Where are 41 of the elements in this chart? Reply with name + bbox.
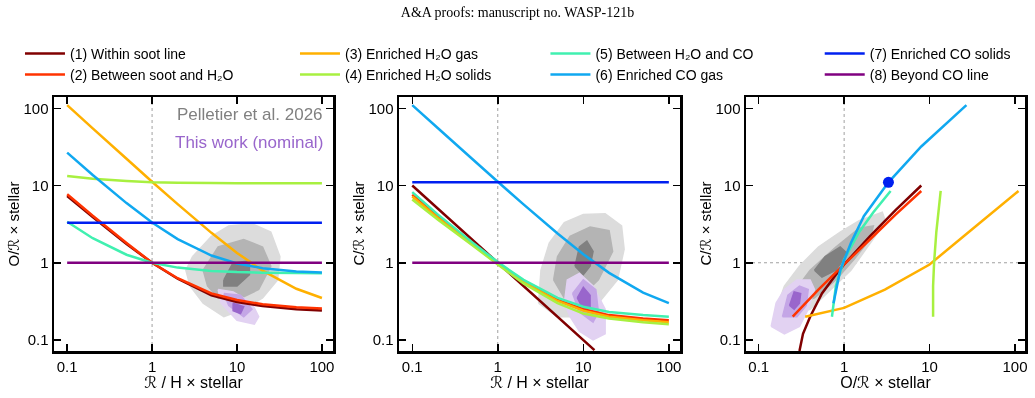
legend-label: (2) Between soot and H₂O (69, 67, 234, 84)
y-tick-label: 1 (385, 254, 394, 271)
y-tick-label: 10 (376, 176, 394, 194)
y-tick-label: 100 (368, 99, 394, 117)
x-axis-title: ℛ / H × stellar (490, 374, 590, 392)
y-tick-label: 100 (715, 99, 741, 117)
y-axis-title: C/ℛ × stellar (696, 181, 714, 266)
x-tick-label: 1 (147, 357, 157, 375)
y-tick-label: 100 (23, 99, 49, 117)
x-tick-label: 10 (574, 357, 592, 375)
y-tick-label: 0.1 (27, 331, 49, 349)
legend-label: (5) Between H₂O and CO (595, 45, 754, 62)
x-axis-title: ℛ / H × stellar (144, 374, 244, 392)
x-tick-label: 0.1 (748, 357, 770, 375)
y-axis-title: C/ℛ × stellar (349, 181, 367, 266)
x-tick-label: 10 (228, 357, 246, 375)
x-tick-label: 100 (309, 357, 335, 375)
text: This work (nominal) (175, 133, 324, 152)
legend-label: (4) Enriched H₂O solids (344, 67, 492, 84)
x-tick-label: 0.1 (401, 357, 423, 375)
x-tick-label: 10 (921, 357, 938, 375)
legend-label: (8) Beyond CO line (869, 67, 989, 84)
y-tick-label: 10 (723, 176, 741, 194)
x-tick-label: 1 (839, 357, 849, 375)
y-tick-label: 1 (732, 254, 741, 271)
x-axis-title: O/ℛ × stellar (840, 374, 932, 392)
y-tick-label: 1 (40, 254, 49, 271)
y-tick-label: 0.1 (372, 331, 394, 349)
x-tick-label: 0.1 (56, 357, 78, 375)
y-axis-title: O/ℛ × stellar (4, 181, 22, 267)
y-tick-label: 10 (31, 176, 49, 194)
x-tick-label: 100 (656, 357, 682, 375)
chart-title: A&A proofs: manuscript no. WASP-121b (400, 4, 635, 20)
legend-label: (6) Enriched CO gas (595, 67, 724, 84)
legend-label: (7) Enriched CO solids (869, 45, 1011, 62)
text: Pelletier et al. 2026 (177, 105, 323, 124)
x-tick-label: 1 (493, 357, 502, 375)
legend-label: (1) Within soot line (69, 45, 187, 62)
x-tick-label: 100 (1002, 357, 1028, 375)
y-tick-label: 0.1 (719, 331, 741, 349)
legend-label: (3) Enriched H₂O gas (344, 45, 479, 62)
